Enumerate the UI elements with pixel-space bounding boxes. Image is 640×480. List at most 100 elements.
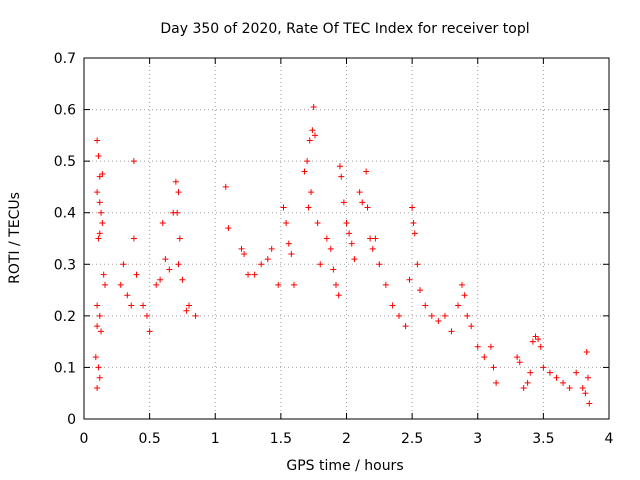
data-point xyxy=(94,323,101,330)
x-tick-label: 3.5 xyxy=(532,431,554,447)
data-point xyxy=(520,385,527,392)
data-point xyxy=(317,261,324,268)
data-point xyxy=(100,271,107,278)
data-point xyxy=(461,292,468,299)
data-point xyxy=(94,137,101,144)
data-point xyxy=(92,354,99,361)
data-point xyxy=(174,209,181,216)
data-point xyxy=(406,276,413,283)
data-point xyxy=(99,171,106,178)
data-point xyxy=(490,364,497,371)
data-point xyxy=(153,281,160,288)
y-tick-label: 0.1 xyxy=(54,360,76,376)
data-point xyxy=(336,163,343,170)
data-point xyxy=(117,281,124,288)
data-point xyxy=(175,261,182,268)
data-point xyxy=(529,338,536,345)
data-point xyxy=(417,287,423,294)
data-point xyxy=(448,328,455,335)
data-point xyxy=(330,266,337,273)
data-point xyxy=(172,178,179,185)
data-point xyxy=(524,379,531,386)
data-point xyxy=(99,220,106,227)
data-point xyxy=(346,230,353,237)
x-tick-label: 1.5 xyxy=(270,431,292,447)
data-point xyxy=(540,364,547,371)
data-point xyxy=(192,312,199,319)
data-point xyxy=(146,328,153,335)
data-point xyxy=(238,245,245,252)
data-point xyxy=(222,183,229,190)
data-point xyxy=(312,132,318,139)
data-point xyxy=(464,312,471,319)
data-point xyxy=(130,158,137,165)
x-tick-label: 3 xyxy=(473,431,482,447)
data-point xyxy=(560,379,567,386)
data-point xyxy=(338,173,345,180)
data-point xyxy=(128,302,135,309)
data-point xyxy=(258,261,265,268)
data-point xyxy=(487,343,494,350)
x-tick-label: 0 xyxy=(80,431,89,447)
data-point xyxy=(586,400,593,407)
data-point xyxy=(94,385,101,392)
data-point xyxy=(535,336,542,343)
data-point xyxy=(102,281,108,288)
data-point xyxy=(410,220,417,227)
data-point xyxy=(95,152,102,159)
data-point xyxy=(157,276,164,283)
scatter-points xyxy=(92,103,593,407)
data-point xyxy=(268,245,275,252)
data-point xyxy=(327,245,334,252)
data-point xyxy=(96,230,103,237)
data-point xyxy=(585,374,591,381)
data-point xyxy=(455,302,462,309)
data-point xyxy=(305,204,312,211)
data-point xyxy=(176,235,183,242)
data-point xyxy=(583,348,590,355)
data-point xyxy=(582,390,589,397)
data-point xyxy=(402,323,409,330)
data-point xyxy=(133,271,140,278)
data-point xyxy=(459,281,465,288)
y-tick-label: 0.3 xyxy=(54,257,76,273)
data-point xyxy=(140,302,147,309)
data-point xyxy=(95,235,102,242)
data-point xyxy=(367,235,374,242)
data-point xyxy=(468,323,475,330)
axis-ticks: 0 0.5 1 1.5 2 2.5 3 3.5 4 0 0.1 0.2 0.3 0.4 0.5 0.6 0.7 xyxy=(54,51,614,447)
data-point xyxy=(308,189,315,196)
data-point xyxy=(96,374,103,381)
data-point xyxy=(481,354,488,361)
y-tick-label: 0.7 xyxy=(54,51,76,67)
data-point xyxy=(166,266,173,273)
y-axis-title: ROTI / TECUs xyxy=(7,192,23,284)
data-point xyxy=(376,261,383,268)
data-point xyxy=(301,168,308,175)
data-point xyxy=(285,240,292,247)
x-tick-label: 0.5 xyxy=(138,431,160,447)
data-point xyxy=(120,261,127,268)
data-point xyxy=(309,127,316,134)
data-point xyxy=(422,302,429,309)
data-point xyxy=(186,302,192,309)
data-point xyxy=(95,364,102,371)
data-point xyxy=(291,281,297,288)
y-tick-label: 0.5 xyxy=(54,154,76,170)
data-point xyxy=(532,333,539,340)
data-point xyxy=(409,204,416,211)
data-point xyxy=(527,369,534,376)
data-point xyxy=(382,281,389,288)
x-tick-label: 2.5 xyxy=(401,431,423,447)
y-tick-label: 0.2 xyxy=(54,309,76,325)
data-point xyxy=(94,302,101,309)
data-point xyxy=(175,189,182,196)
data-point xyxy=(335,292,342,299)
data-point xyxy=(98,328,105,335)
data-point xyxy=(264,256,271,263)
y-tick-label: 0 xyxy=(67,412,76,428)
data-point xyxy=(493,379,500,386)
data-point xyxy=(251,271,258,278)
data-point xyxy=(369,245,376,252)
